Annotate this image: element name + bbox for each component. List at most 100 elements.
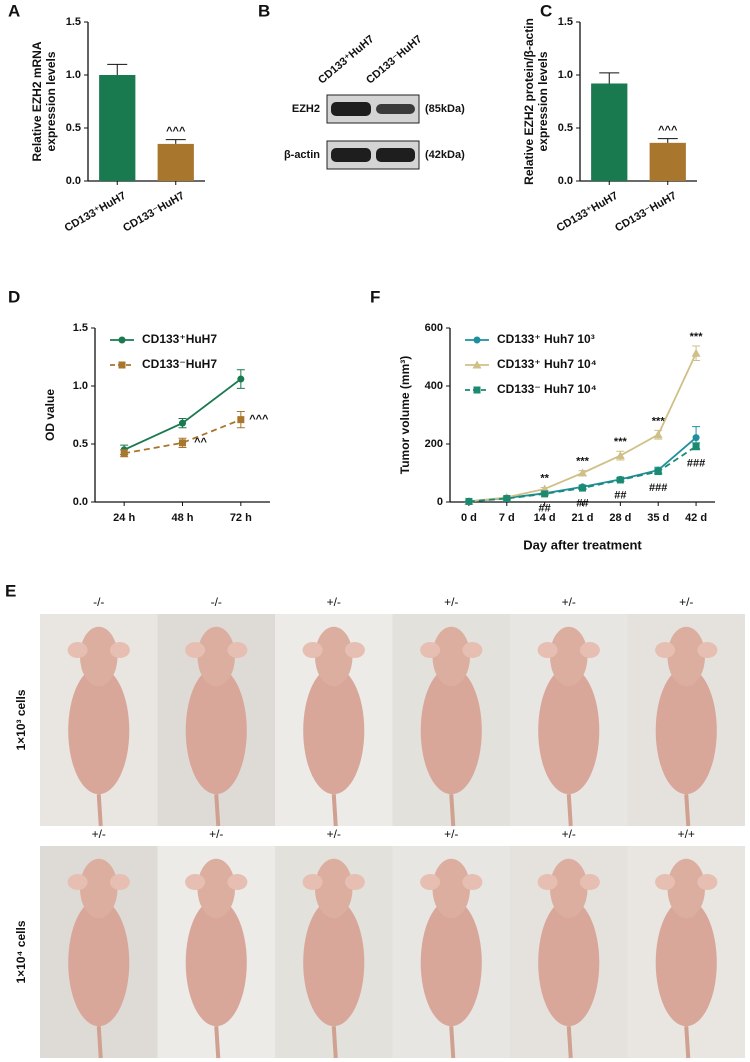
band — [331, 102, 371, 116]
panel-letter: E — [5, 581, 16, 600]
mouse-label: +/- — [92, 827, 106, 841]
point — [653, 430, 663, 439]
point — [541, 490, 549, 498]
legend-label: CD133⁺ Huh7 10³ — [497, 332, 595, 346]
significance: ^^^ — [658, 125, 678, 137]
mouse-ear — [462, 874, 483, 891]
mouse-head — [314, 858, 353, 919]
panel-letter: C — [540, 1, 552, 20]
y-tick-label: 1.0 — [558, 69, 573, 81]
mouse-tail — [331, 794, 338, 827]
y-tick-label: 0.5 — [558, 122, 573, 134]
mouse-label: +/- — [562, 827, 576, 841]
point — [237, 375, 245, 383]
y-tick-label: 600 — [425, 322, 443, 334]
mouse-ear — [227, 874, 248, 891]
mouse-label: +/- — [444, 827, 458, 841]
mouse-ear — [655, 874, 676, 891]
mouse-tail — [449, 1026, 456, 1059]
point — [503, 495, 511, 503]
mouse-body — [420, 667, 482, 795]
significance: ^^^ — [166, 126, 186, 138]
panel-letter: F — [370, 287, 380, 306]
mouse-body — [68, 667, 130, 795]
blot-row: β-actin — [284, 149, 320, 161]
significance: *** — [614, 436, 628, 448]
x-tick-label: 35 d — [647, 512, 669, 524]
point — [118, 361, 126, 369]
mouse-label: -/- — [93, 595, 104, 609]
mouse-ear — [109, 874, 130, 891]
point — [118, 336, 126, 344]
significance: ^^^ — [249, 414, 269, 426]
error-bar — [599, 72, 620, 84]
mouse-tail — [96, 794, 103, 827]
y-tick-label: 0.5 — [66, 122, 81, 134]
legend-label: CD133⁻ Huh7 10⁴ — [497, 382, 597, 396]
point — [465, 497, 473, 505]
mouse-label: +/- — [327, 827, 341, 841]
mouse-tail — [684, 1026, 691, 1059]
bar — [591, 83, 628, 181]
mouse-ear — [537, 874, 558, 891]
x-tick-label: 0 d — [461, 512, 477, 524]
mouse-ear — [697, 874, 718, 891]
panel-letter: D — [8, 287, 20, 306]
y-tick-label: 0.0 — [558, 175, 573, 187]
significance: ^^ — [194, 437, 207, 449]
blot-row: EZH2 — [292, 103, 320, 115]
error-bar — [165, 139, 186, 144]
mouse-ear — [185, 642, 206, 659]
mouse-head — [667, 858, 706, 919]
point — [616, 476, 624, 484]
error-bar — [657, 138, 678, 143]
point — [237, 416, 245, 424]
band — [376, 104, 415, 114]
mouse-tail — [331, 1026, 338, 1059]
mouse-ear — [302, 642, 323, 659]
y-tick-label: 0.0 — [73, 496, 88, 508]
mouse-ear — [579, 874, 600, 891]
blot-size: (42kDa) — [425, 149, 465, 161]
bar — [99, 75, 136, 181]
point — [654, 468, 662, 476]
mouse-head — [79, 626, 118, 687]
y-axis-label-line: expression levels — [44, 51, 58, 151]
mouse-tail — [96, 1026, 103, 1059]
y-axis-label: Tumor volume (mm³) — [398, 356, 412, 474]
mouse-label: +/- — [209, 827, 223, 841]
mouse-label: +/- — [327, 595, 341, 609]
mouse-body — [185, 667, 247, 795]
mouse-ear — [344, 642, 365, 659]
mouse-body — [538, 899, 600, 1027]
mouse-label: +/+ — [678, 827, 695, 841]
x-tick-label: 7 d — [499, 512, 515, 524]
point — [473, 386, 481, 394]
mouse-ear — [344, 874, 365, 891]
x-tick-label: 48 h — [171, 512, 193, 524]
mouse-ear — [302, 874, 323, 891]
mouse-head — [314, 626, 353, 687]
mouse-body — [303, 899, 365, 1027]
y-tick-label: 400 — [425, 380, 443, 392]
x-tick-label: CD133⁻HuH7 — [121, 190, 187, 235]
mouse-body — [655, 899, 717, 1027]
point — [579, 484, 586, 492]
mouse-ear — [420, 642, 441, 659]
mouse-body — [420, 899, 482, 1027]
significance: ### — [687, 458, 705, 470]
mouse-tail — [684, 794, 691, 827]
point — [692, 442, 700, 450]
point — [692, 434, 700, 442]
point — [578, 468, 587, 477]
legend-label: CD133⁺ Huh7 10⁴ — [497, 357, 597, 371]
x-axis-label: Day after treatment — [523, 537, 642, 552]
x-tick-label: CD133⁺HuH7 — [63, 190, 129, 235]
mouse-tail — [214, 1026, 221, 1059]
mouse-head — [79, 858, 118, 919]
x-tick-label: 72 h — [230, 512, 252, 524]
mouse-ear — [537, 642, 558, 659]
x-tick-label: 42 d — [685, 512, 707, 524]
y-tick-label: 0.5 — [73, 438, 88, 450]
mouse-head — [549, 858, 588, 919]
